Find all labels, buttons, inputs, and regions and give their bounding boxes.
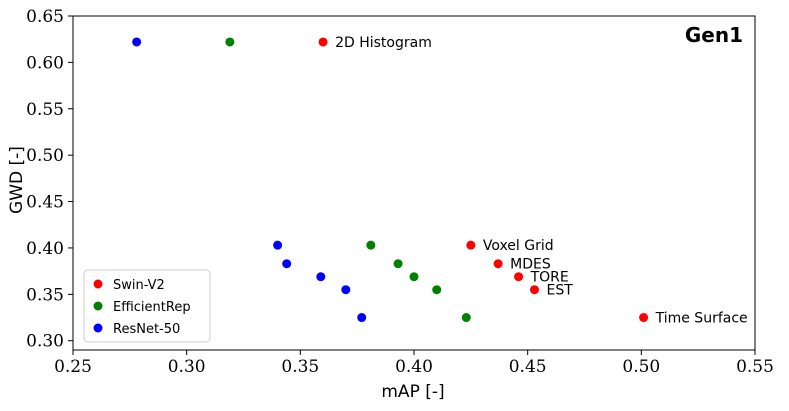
data-point-resnet-50 [273,240,283,250]
x-axis-label: mAP [-] [381,382,444,402]
point-annotation: MDES [510,257,551,273]
legend-entry: EfficientRep [113,300,191,315]
y-axis-label: GWD [-] [7,146,27,214]
chart-title: Gen1 [685,23,743,47]
legend-box [83,269,211,343]
y-tick-label: 0.30 [26,332,64,352]
x-tick-label: 0.30 [168,357,206,377]
y-tick-label: 0.50 [26,146,64,166]
y-tick-label: 0.45 [26,193,64,213]
legend-marker [93,279,103,289]
point-annotation: Time Surface [655,311,748,327]
y-tick-label: 0.60 [26,53,64,73]
data-point-resnet-50 [357,313,367,323]
data-point-resnet-50 [316,272,326,282]
y-tick-label: 0.65 [26,7,64,27]
data-point-swin-v2 [639,313,649,323]
legend-entry: Swin-V2 [113,278,165,293]
data-point-swin-v2 [493,259,503,269]
legend-marker [93,301,103,311]
data-point-swin-v2 [318,37,328,47]
data-point-resnet-50 [132,37,142,47]
data-point-swin-v2 [529,285,539,295]
x-tick-label: 0.25 [54,357,92,377]
data-point-efficientrep [461,313,471,323]
point-annotation: Voxel Grid [483,238,554,254]
data-point-efficientrep [409,272,419,282]
x-tick-label: 0.50 [622,357,660,377]
point-annotation: 2D Histogram [335,35,432,51]
x-tick-label: 0.40 [395,357,433,377]
point-annotation: EST [546,283,573,299]
data-point-efficientrep [393,259,403,269]
data-point-efficientrep [225,37,235,47]
x-tick-label: 0.55 [736,357,774,377]
point-annotation: TORE [530,270,569,286]
data-point-swin-v2 [466,240,476,250]
data-point-efficientrep [366,240,376,250]
y-tick-label: 0.35 [26,285,64,305]
legend-entry: ResNet-50 [113,322,180,337]
legend-marker [93,323,103,333]
x-tick-label: 0.45 [509,357,547,377]
data-point-swin-v2 [514,272,524,282]
data-point-efficientrep [432,285,442,295]
y-tick-label: 0.55 [26,100,64,120]
x-tick-label: 0.35 [281,357,319,377]
data-point-resnet-50 [341,285,351,295]
y-tick-label: 0.40 [26,239,64,259]
data-point-resnet-50 [282,259,292,269]
